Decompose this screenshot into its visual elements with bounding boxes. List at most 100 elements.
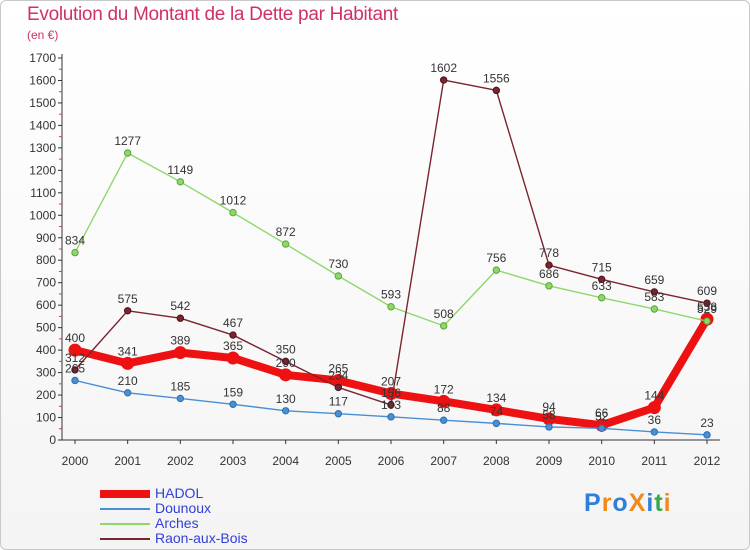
data-point-dounoux: [281, 407, 290, 415]
x-tick-label: 2007: [430, 454, 457, 468]
x-tick-label: 2010: [588, 454, 615, 468]
data-point-raon-aux-bois: [281, 357, 290, 366]
data-label-dounoux: 58: [542, 408, 556, 422]
data-point-raon-aux-bois: [71, 366, 79, 374]
data-label-raon-aux-bois: 1556: [483, 71, 510, 85]
data-label-dounoux: 265: [65, 361, 85, 375]
data-label-arches: 834: [65, 234, 85, 248]
x-tick-label: 2008: [483, 454, 510, 468]
y-tick-label: 200: [36, 388, 56, 402]
data-point-raon-aux-bois: [123, 307, 132, 315]
legend-label-raon-aux-bois: Raon-aux-Bois: [155, 530, 248, 546]
legend-label-arches: Arches: [155, 515, 199, 531]
data-point-dounoux: [229, 400, 237, 408]
y-tick-label: 1400: [29, 118, 56, 132]
data-label-hadol: 290: [276, 356, 296, 370]
data-point-arches: [492, 266, 501, 274]
data-point-raon-aux-bois: [387, 401, 395, 409]
data-point-raon-aux-bois: [650, 288, 659, 296]
data-label-dounoux: 36: [648, 413, 662, 427]
legend-item-hadol: HADOL: [100, 486, 248, 501]
data-label-raon-aux-bois: 542: [170, 299, 190, 313]
data-point-dounoux: [71, 376, 79, 385]
y-tick-label: 700: [36, 276, 56, 290]
data-label-arches: 583: [644, 290, 664, 304]
y-tick-label: 300: [36, 366, 56, 380]
data-point-dounoux: [123, 389, 132, 397]
data-point-raon-aux-bois: [703, 299, 711, 307]
legend-label-hadol: HADOL: [155, 485, 204, 501]
data-label-arches: 593: [381, 288, 401, 302]
y-tick-label: 1500: [29, 96, 56, 110]
x-tick-label: 2001: [114, 454, 141, 468]
data-label-dounoux: 130: [276, 392, 296, 406]
data-point-dounoux: [597, 424, 606, 433]
data-label-arches: 730: [328, 257, 348, 271]
data-label-dounoux: 159: [223, 385, 243, 399]
data-label-dounoux: 88: [437, 401, 451, 415]
data-label-raon-aux-bois: 467: [223, 316, 243, 330]
data-label-arches: 529: [697, 302, 717, 316]
x-tick-label: 2002: [167, 454, 194, 468]
data-label-raon-aux-bois: 609: [697, 284, 717, 298]
data-label-dounoux: 23: [700, 416, 714, 430]
x-tick-label: 2006: [378, 454, 405, 468]
data-label-arches: 1012: [220, 194, 247, 208]
data-label-hadol: 94: [542, 400, 556, 414]
logo-letter: t: [654, 489, 664, 517]
data-point-raon-aux-bois: [597, 275, 606, 284]
data-label-arches: 686: [539, 267, 559, 281]
data-point-arches: [281, 240, 290, 248]
data-point-arches: [703, 317, 711, 325]
data-label-hadol: 389: [170, 334, 190, 348]
legend-item-raon-aux-bois: Raon-aux-Bois: [100, 531, 248, 546]
legend-swatch-dounoux: [100, 507, 150, 510]
data-point-dounoux: [334, 410, 343, 418]
data-label-dounoux: 117: [329, 395, 348, 409]
x-tick-label: 2011: [641, 454, 667, 468]
data-label-hadol: 365: [223, 339, 243, 353]
data-label-hadol: 172: [434, 382, 454, 396]
data-point-arches: [176, 178, 185, 186]
data-point-raon-aux-bois: [229, 331, 237, 339]
data-label-raon-aux-bois: 156: [381, 386, 401, 400]
logo-letter: r: [601, 489, 613, 517]
x-tick-label: 2004: [272, 454, 299, 468]
data-point-hadol: [437, 394, 451, 408]
data-point-raon-aux-bois: [492, 86, 501, 95]
data-point-hadol: [279, 368, 293, 382]
data-point-dounoux: [545, 423, 553, 431]
data-point-arches: [229, 208, 237, 217]
data-label-hadol: 134: [486, 391, 506, 405]
y-tick-label: 1600: [29, 73, 56, 87]
data-point-raon-aux-bois: [334, 383, 343, 392]
proxiti-logo: ProXiti: [584, 489, 672, 518]
data-point-dounoux: [176, 394, 185, 403]
x-tick-label: 2000: [62, 454, 89, 468]
data-point-raon-aux-bois: [176, 314, 185, 322]
data-label-dounoux: 210: [118, 374, 138, 388]
data-label-raon-aux-bois: 350: [276, 342, 296, 356]
chart-title: Evolution du Montant de la Dette par Hab…: [27, 4, 398, 25]
data-point-hadol: [68, 343, 82, 357]
data-point-raon-aux-bois: [439, 76, 448, 84]
y-tick-label: 500: [36, 321, 56, 335]
data-label-hadol: 144: [644, 389, 664, 403]
x-tick-label: 2005: [325, 454, 352, 468]
y-tick-label: 1100: [30, 186, 56, 200]
y-tick-label: 1000: [29, 208, 56, 222]
data-label-arches: 1149: [167, 163, 193, 177]
logo-letter: o: [612, 489, 629, 517]
data-point-hadol: [226, 351, 240, 365]
y-tick-label: 600: [36, 298, 56, 312]
legend: HADOL Dounoux Arches Raon-aux-Bois: [100, 486, 248, 546]
data-label-dounoux: 103: [381, 398, 401, 412]
data-point-dounoux: [703, 431, 711, 439]
data-point-dounoux: [650, 428, 659, 436]
data-label-raon-aux-bois: 659: [644, 273, 664, 287]
data-label-arches: 633: [592, 279, 612, 293]
x-tick-label: 2003: [220, 454, 247, 468]
data-label-arches: 508: [434, 307, 454, 321]
y-tick-label: 1200: [29, 163, 56, 177]
